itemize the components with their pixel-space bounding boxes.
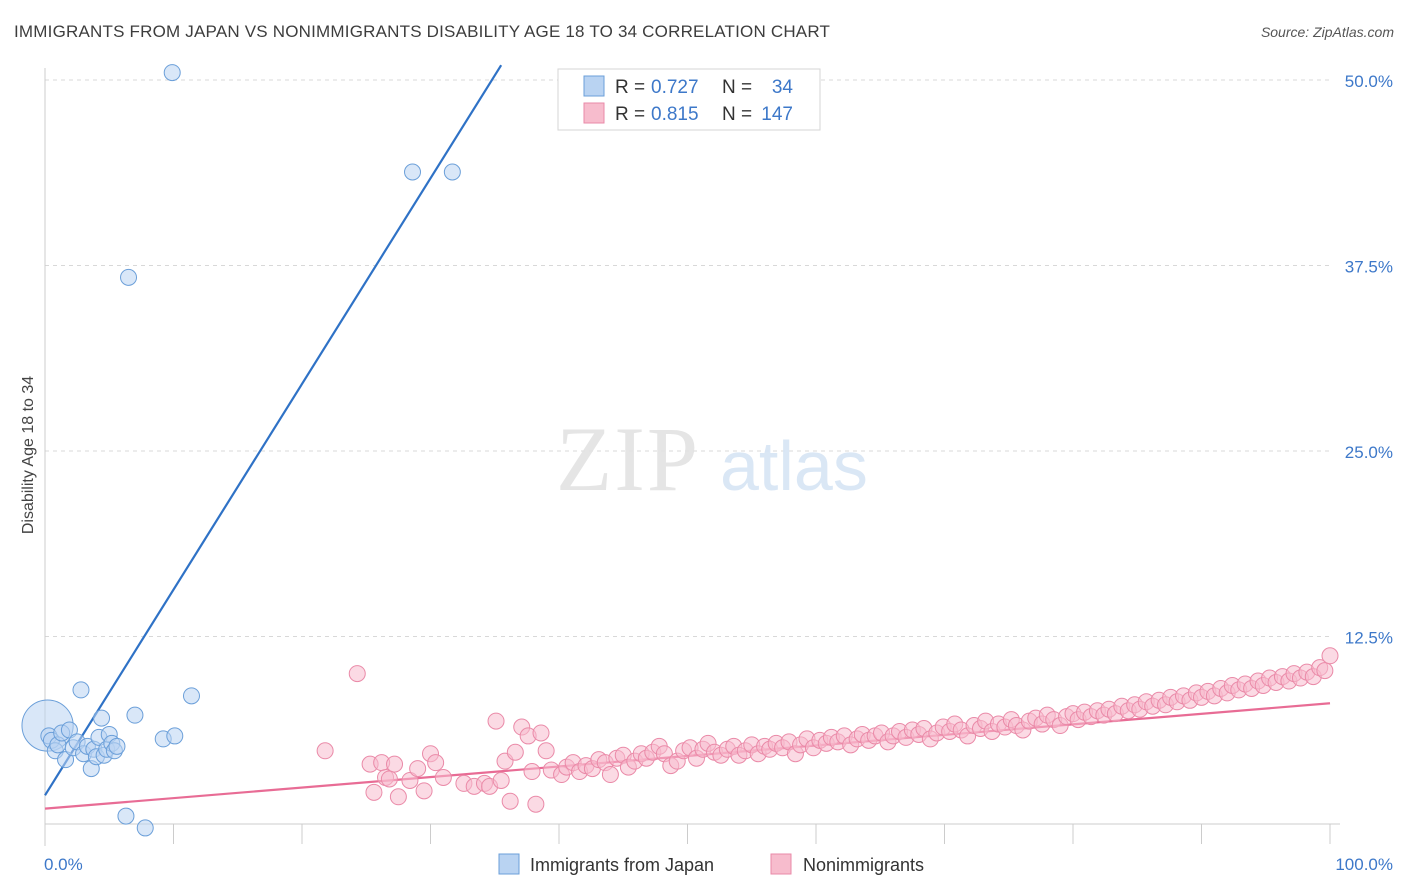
nonimmigrant-point (389, 788, 407, 806)
legend-n-label: N = (722, 77, 752, 98)
nonimmigrant-point (501, 792, 519, 810)
japan-point (108, 737, 126, 755)
x-tick-label: 100.0% (1335, 855, 1393, 874)
nonimmigrant-point (409, 760, 427, 778)
chart-title: IMMIGRANTS FROM JAPAN VS NONIMMIGRANTS D… (14, 22, 831, 41)
bottom-legend: Immigrants from Japan Nonimmigrants (498, 853, 924, 875)
nonimmigrant-point (523, 763, 541, 781)
y-tick-label: 50.0% (1345, 72, 1393, 91)
nonimmigrant-point (316, 742, 334, 760)
bottom-legend-swatch (498, 853, 520, 875)
grid-lines (45, 79, 1330, 637)
legend-r-value: 0.815 (651, 104, 699, 125)
nonimmigrant-point (492, 771, 510, 789)
legend-n-value: 34 (772, 77, 794, 98)
legend-swatch (583, 75, 605, 97)
legend-n-value: 147 (761, 104, 793, 125)
nonimmigrant-point (601, 766, 619, 784)
legend-r-label: R = (615, 104, 645, 125)
nonimmigrant-point (1321, 647, 1339, 665)
watermark-zip: ZIP (556, 408, 700, 510)
japan-point (166, 727, 184, 745)
japan-point (136, 819, 154, 837)
nonimmigrant-point (386, 755, 404, 773)
nonimmigrant-point (532, 724, 550, 742)
nonimmigrant-point (537, 742, 555, 760)
legend-r-value: 0.727 (651, 77, 699, 98)
japan-point (120, 268, 138, 286)
nonimmigrant-point (348, 665, 366, 683)
japan-trend-line (44, 64, 503, 796)
japan-point (163, 64, 181, 82)
y-tick-label: 37.5% (1345, 258, 1393, 277)
chart-source: Source: ZipAtlas.com (1260, 24, 1394, 40)
y-axis-label: Disability Age 18 to 34 (20, 376, 37, 534)
japan-point (182, 687, 200, 705)
japan-point (404, 163, 422, 181)
y-tick-label: 25.0% (1345, 443, 1393, 462)
watermark: ZIP atlas (556, 408, 868, 510)
nonimmigrant-point (487, 712, 505, 730)
legend-n-label: N = (722, 104, 752, 125)
legend-box: R = 0.727 N = 34 R = 0.815 N = 147 (557, 68, 821, 131)
data-points (21, 64, 1339, 837)
nonimmigrant-point (401, 771, 419, 789)
japan-point (117, 807, 135, 825)
japan-point (60, 721, 78, 739)
legend-r-label: R = (615, 77, 645, 98)
nonimmigrant-point (427, 754, 445, 772)
japan-point (57, 751, 75, 769)
japan-point (93, 709, 111, 727)
nonimmigrant-point (365, 783, 383, 801)
legend-swatch (583, 102, 605, 124)
nonimmigrant-point (527, 795, 545, 813)
nonimmigrant-point (415, 782, 433, 800)
y-tick-label: 12.5% (1345, 629, 1393, 648)
nonimmigrant-point (1316, 662, 1334, 680)
watermark-atlas: atlas (720, 427, 868, 505)
nonimmigrant-point (380, 770, 398, 788)
bottom-legend-swatch (770, 853, 792, 875)
japan-point (126, 706, 144, 724)
japan-point (72, 681, 90, 699)
japan-point (443, 163, 461, 181)
bottom-legend-label: Immigrants from Japan (530, 855, 714, 875)
tick-labels: 12.5% 25.0% 37.5% 50.0% 0.0% 100.0% (44, 72, 1393, 874)
nonimmigrant-point (506, 743, 524, 761)
nonimmigrant-point (434, 768, 452, 786)
x-tick-label: 0.0% (44, 855, 83, 874)
y-axis-title: Disability Age 18 to 34 (20, 376, 37, 534)
bottom-legend-label: Nonimmigrants (803, 855, 924, 875)
